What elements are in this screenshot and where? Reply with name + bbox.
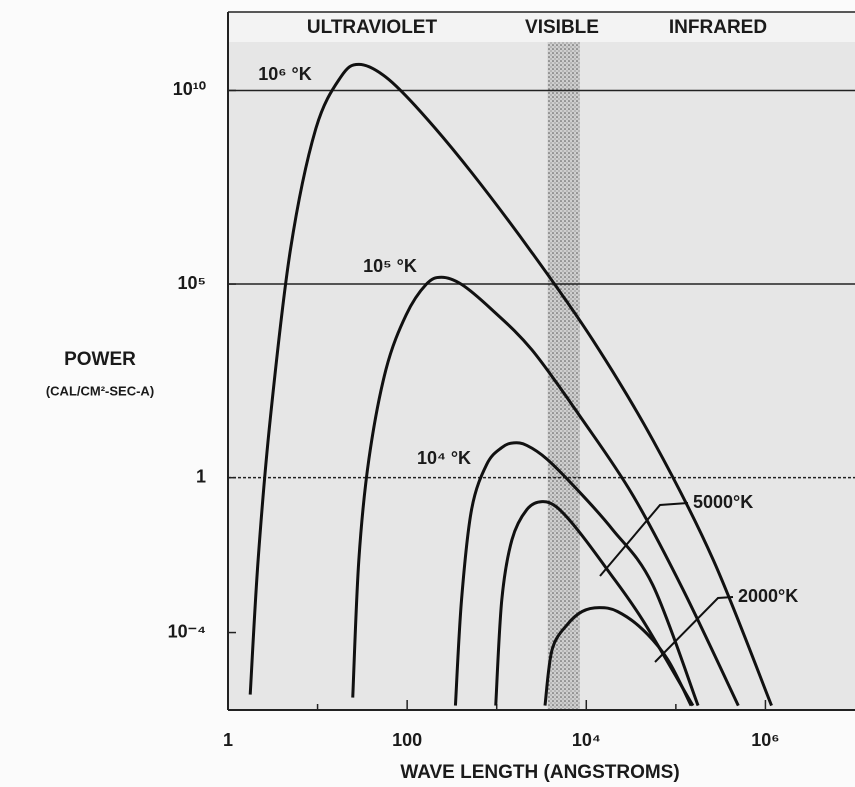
x-tick-label: 100: [392, 730, 422, 750]
plot-shading: [228, 42, 855, 710]
leader-line: [654, 596, 734, 663]
curve: [248, 62, 773, 707]
curve: [543, 606, 693, 707]
y-axis-title: POWER: [64, 349, 136, 370]
series-label: 10⁶ °K: [258, 64, 312, 84]
x-tick-label: 10⁶: [751, 730, 779, 750]
curve: [494, 500, 695, 707]
y-tick-label: 10⁻⁴: [168, 621, 206, 641]
series-label: 5000°K: [693, 492, 753, 512]
x-tick-label: 10⁴: [572, 730, 601, 750]
curve: [453, 441, 700, 707]
y-tick-label: 1: [196, 466, 206, 486]
series-label: 10⁵ °K: [363, 256, 417, 276]
region-label: ULTRAVIOLET: [307, 17, 438, 38]
region-label: INFRARED: [669, 17, 767, 38]
y-tick-label: 10⁵: [178, 273, 206, 293]
leader-line: [599, 502, 689, 577]
curve: [351, 275, 740, 707]
series-label: 10⁴ °K: [417, 448, 471, 468]
x-axis-title: WAVE LENGTH (ANGSTROMS): [400, 762, 679, 783]
y-axis-units: (CAL/CM²-SEC-A): [46, 383, 154, 398]
region-label: VISIBLE: [525, 17, 599, 38]
x-tick-label: 1: [223, 730, 233, 750]
series-label: 2000°K: [738, 586, 798, 606]
y-tick-label: 10¹⁰: [173, 79, 206, 99]
